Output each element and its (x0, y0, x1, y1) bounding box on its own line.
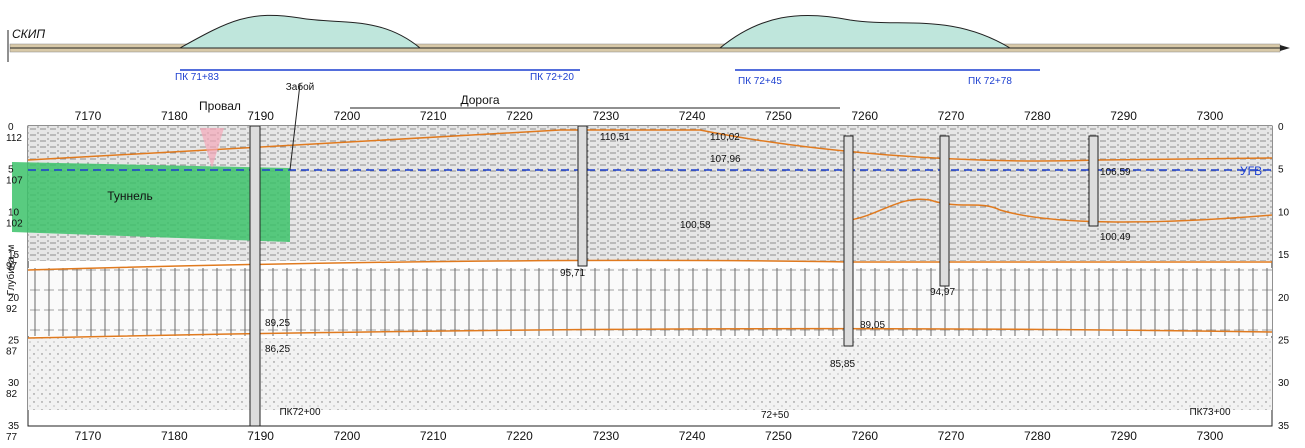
borehole-marks: 100,58 (680, 220, 711, 231)
top-axis: 7290 (1110, 109, 1137, 123)
depth-ticks: 5 (1278, 165, 1284, 176)
borehole-marks: 107,96 (710, 154, 741, 165)
borehole-marks: 85,85 (830, 359, 855, 370)
borehole-marks: 110,02 (710, 132, 740, 143)
elevations: 102 (6, 218, 23, 229)
terrain-profile (7, 14, 1290, 71)
depth-ticks: 0 (8, 122, 14, 133)
depth-ticks: 10 (8, 207, 20, 218)
pickets: ПК 72+45 (738, 76, 782, 87)
bottom-axis: 7240 (679, 429, 706, 443)
elevations: 92 (6, 304, 18, 315)
bottom-axis: 7190 (247, 429, 274, 443)
depth-ticks: 30 (1278, 378, 1290, 389)
pickets: ПК 72+20 (530, 72, 574, 83)
bottom-pickets: 72+50 (761, 410, 790, 421)
top-axis: 7270 (938, 109, 965, 123)
borehole-marks: 110,51 (600, 132, 630, 143)
labels: Туннель (107, 189, 152, 203)
elevations: 107 (6, 176, 23, 187)
depth-ticks: 15 (8, 250, 20, 261)
labels: СКИП ПК 71+83 ПК 72+20 ПК 72+45 ПК 72+78 7170… (5, 27, 1290, 443)
pickets: ПК 72+78 (968, 76, 1012, 87)
layers (12, 125, 1273, 427)
bottom-axis: 7290 (1110, 429, 1137, 443)
borehole-marks: 106,59 (1100, 167, 1131, 178)
elevations: 97 (6, 261, 18, 272)
bottom-axis: 7210 (420, 429, 447, 443)
borehole-marks: 100,49 (1100, 232, 1131, 243)
borehole-marks: 94,97 (930, 287, 955, 298)
bottom-axis: 7170 (75, 429, 102, 443)
bottom-axis: 7230 (592, 429, 619, 443)
bottom-axis: 7300 (1197, 429, 1224, 443)
top-axis: 7200 (334, 109, 361, 123)
depth-ticks: 0 (1278, 122, 1284, 133)
depth-ticks: 30 (8, 378, 20, 389)
elevations: 77 (6, 432, 18, 443)
labels: Дорога (460, 93, 499, 107)
profile: СКИП (12, 27, 45, 41)
bottom-pickets: ПК72+00 (279, 407, 321, 418)
depth-ticks: 5 (8, 165, 14, 176)
section: Глубина, м (5, 245, 17, 296)
borehole-marks: 89,05 (860, 320, 885, 331)
labels: Забой (286, 81, 314, 93)
depth-ticks: 15 (1278, 250, 1290, 261)
boreholes (249, 125, 1099, 427)
depth-ticks: 35 (1278, 421, 1290, 432)
top-axis: 7190 (247, 109, 274, 123)
top-axis: 7210 (420, 109, 447, 123)
pickets: ПК 71+83 (175, 72, 219, 83)
bottom-axis: 7220 (506, 429, 533, 443)
depth-ticks: 35 (8, 421, 20, 432)
depth-ticks: 20 (8, 293, 20, 304)
face-leader (289, 83, 301, 171)
top-axis: 7260 (851, 109, 878, 123)
bottom-axis: 7180 (161, 429, 188, 443)
elevations: 82 (6, 389, 18, 400)
bottom-pickets: ПК73+00 (1189, 407, 1231, 418)
borehole-marks: 89,25 (265, 318, 290, 329)
depth-ticks: 25 (8, 336, 20, 347)
top-axis: 7220 (506, 109, 533, 123)
depth-ticks: 20 (1278, 293, 1290, 304)
top-axis: 7230 (592, 109, 619, 123)
bottom-axis: 7280 (1024, 429, 1051, 443)
bottom-axis: 7250 (765, 429, 792, 443)
bottom-axis: 7260 (851, 429, 878, 443)
elevations: 112 (6, 133, 22, 144)
top-axis: 7250 (765, 109, 792, 123)
top-axis: 7170 (75, 109, 102, 123)
top-axis: 7240 (679, 109, 706, 123)
depth-ticks: 25 (1278, 336, 1290, 347)
depth-ticks: 10 (1278, 207, 1290, 218)
labels: УГВ (1240, 164, 1262, 178)
top-axis: 7180 (161, 109, 188, 123)
bottom-axis: 7200 (334, 429, 361, 443)
labels: Провал (199, 99, 241, 113)
top-axis: 7300 (1197, 109, 1224, 123)
elevations: 87 (6, 347, 18, 358)
borehole-marks: 95,71 (560, 268, 585, 279)
bottom-axis: 7270 (938, 429, 965, 443)
top-axis: 7280 (1024, 109, 1051, 123)
borehole-marks: 86,25 (265, 344, 290, 355)
